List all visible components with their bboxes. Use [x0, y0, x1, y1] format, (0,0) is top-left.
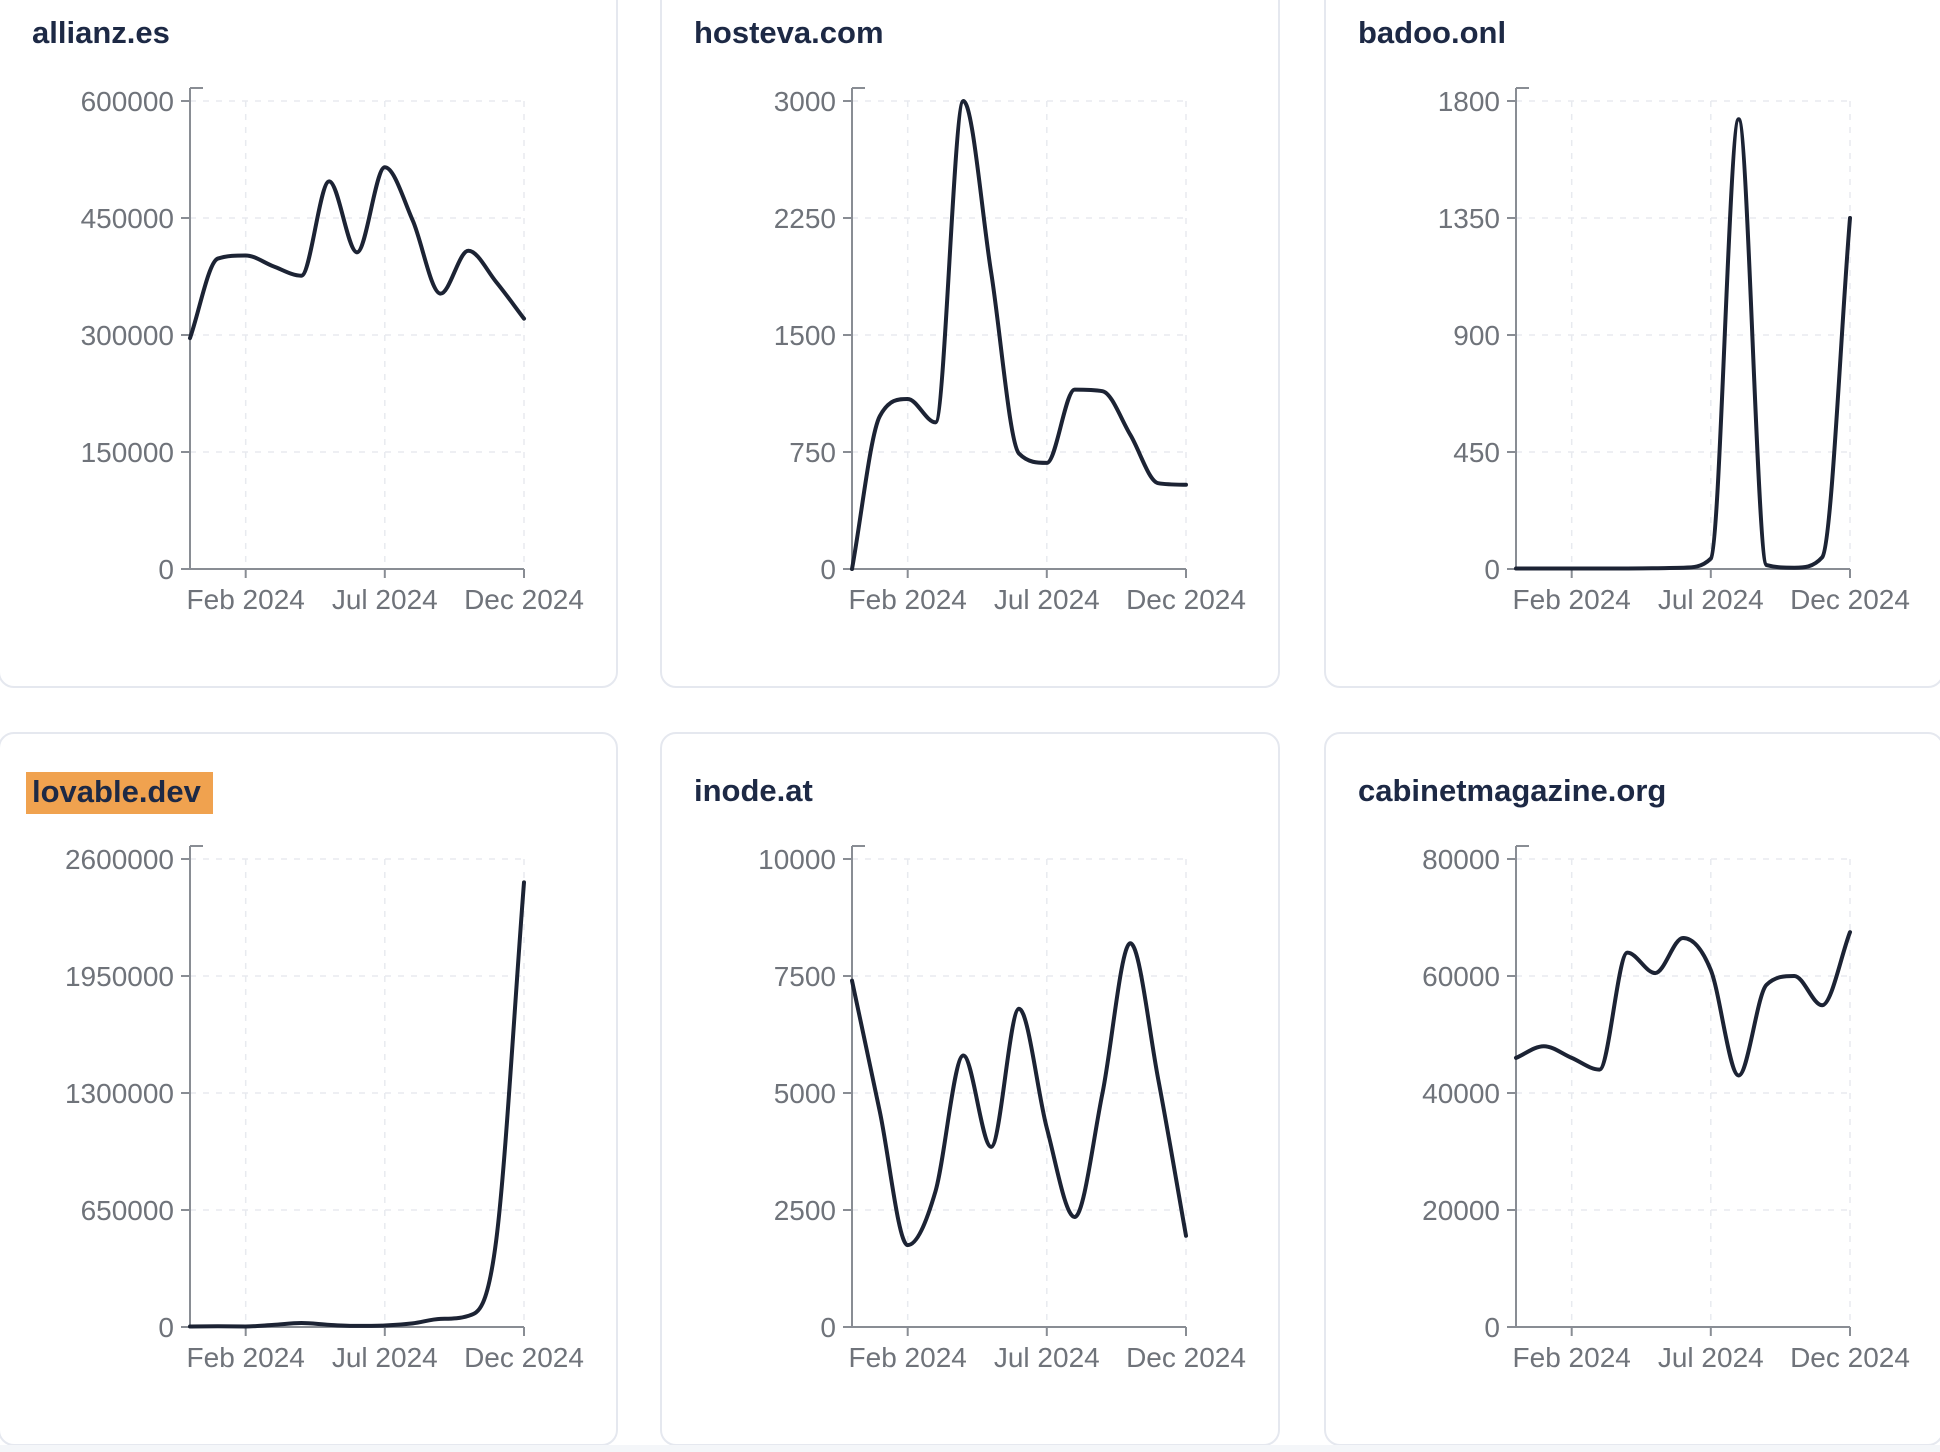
svg-text:0: 0 [1484, 1312, 1500, 1343]
svg-text:Dec 2024: Dec 2024 [1126, 584, 1246, 615]
chart-card: inode.at 0 2500 5000 7500 10000 Feb 2024 Jul 2… [660, 732, 1280, 1446]
svg-text:Jul 2024: Jul 2024 [1658, 584, 1764, 615]
svg-text:1950000: 1950000 [65, 961, 174, 992]
chart-title: allianz.es [32, 15, 170, 50]
svg-text:Feb 2024: Feb 2024 [849, 1342, 967, 1373]
svg-text:2600000: 2600000 [65, 844, 174, 875]
svg-text:Jul 2024: Jul 2024 [994, 1342, 1100, 1373]
svg-text:0: 0 [820, 1312, 836, 1343]
line-chart: 0 2500 5000 7500 10000 Feb 2024 Jul 2024 Dec 20… [758, 844, 1246, 1373]
svg-text:7500: 7500 [774, 961, 836, 992]
chart-title: badoo.onl [1358, 15, 1507, 50]
svg-text:10000: 10000 [758, 844, 836, 875]
chart-card: lovable.dev 0 650000 1300000 1950000 2600000… [0, 732, 618, 1446]
svg-text:5000: 5000 [774, 1078, 836, 1109]
chart-title: lovable.dev [26, 772, 213, 814]
svg-text:450: 450 [1453, 437, 1500, 468]
line-chart: 0 150000 300000 450000 600000 Feb 2024 Jul 202… [81, 86, 584, 615]
svg-text:Jul 2024: Jul 2024 [1658, 1342, 1764, 1373]
svg-text:0: 0 [820, 554, 836, 585]
svg-text:Dec 2024: Dec 2024 [464, 584, 584, 615]
svg-text:900: 900 [1453, 320, 1500, 351]
chart-card: allianz.es 0 150000 300000 450000 600000 Feb … [0, 0, 618, 688]
svg-text:150000: 150000 [81, 437, 174, 468]
svg-text:Feb 2024: Feb 2024 [1513, 1342, 1631, 1373]
chart-card: hosteva.com 0 750 1500 2250 3000 Feb 2024 Jul … [660, 0, 1280, 688]
svg-text:Dec 2024: Dec 2024 [1790, 1342, 1910, 1373]
chart-title: hosteva.com [694, 15, 884, 50]
svg-text:1800: 1800 [1438, 86, 1500, 117]
svg-text:2250: 2250 [774, 203, 836, 234]
svg-text:Feb 2024: Feb 2024 [849, 584, 967, 615]
svg-text:Feb 2024: Feb 2024 [187, 1342, 305, 1373]
svg-text:Feb 2024: Feb 2024 [1513, 584, 1631, 615]
svg-text:600000: 600000 [81, 86, 174, 117]
page-bottom-strip [0, 1445, 1940, 1452]
svg-text:Dec 2024: Dec 2024 [1126, 1342, 1246, 1373]
chart-title: inode.at [694, 773, 813, 808]
svg-text:300000: 300000 [81, 320, 174, 351]
line-chart: 0 650000 1300000 1950000 2600000 Feb 2024 Jul … [65, 844, 584, 1373]
chart-card: cabinetmagazine.org 0 20000 40000 60000 8000… [1324, 732, 1940, 1446]
svg-text:60000: 60000 [1422, 961, 1500, 992]
svg-text:Jul 2024: Jul 2024 [994, 584, 1100, 615]
line-chart: 0 750 1500 2250 3000 Feb 2024 Jul 2024 Dec 2024 [774, 86, 1246, 615]
svg-text:Dec 2024: Dec 2024 [1790, 584, 1910, 615]
svg-text:2500: 2500 [774, 1195, 836, 1226]
svg-text:750: 750 [789, 437, 836, 468]
svg-text:Dec 2024: Dec 2024 [464, 1342, 584, 1373]
svg-text:1350: 1350 [1438, 203, 1500, 234]
svg-text:1500: 1500 [774, 320, 836, 351]
svg-text:Jul 2024: Jul 2024 [332, 1342, 438, 1373]
svg-text:650000: 650000 [81, 1195, 174, 1226]
svg-text:3000: 3000 [774, 86, 836, 117]
svg-text:40000: 40000 [1422, 1078, 1500, 1109]
svg-text:80000: 80000 [1422, 844, 1500, 875]
svg-text:0: 0 [1484, 554, 1500, 585]
svg-text:0: 0 [158, 1312, 174, 1343]
svg-text:1300000: 1300000 [65, 1078, 174, 1109]
svg-text:20000: 20000 [1422, 1195, 1500, 1226]
svg-text:Feb 2024: Feb 2024 [187, 584, 305, 615]
svg-text:450000: 450000 [81, 203, 174, 234]
chart-card: badoo.onl 0 450 900 1350 1800 Feb 2024 Jul 202… [1324, 0, 1940, 688]
svg-text:Jul 2024: Jul 2024 [332, 584, 438, 615]
chart-title: cabinetmagazine.org [1358, 773, 1667, 808]
svg-text:0: 0 [158, 554, 174, 585]
line-chart: 0 20000 40000 60000 80000 Feb 2024 Jul 2024 Dec… [1422, 844, 1910, 1373]
line-chart: 0 450 900 1350 1800 Feb 2024 Jul 2024 Dec 2024 [1438, 86, 1910, 615]
